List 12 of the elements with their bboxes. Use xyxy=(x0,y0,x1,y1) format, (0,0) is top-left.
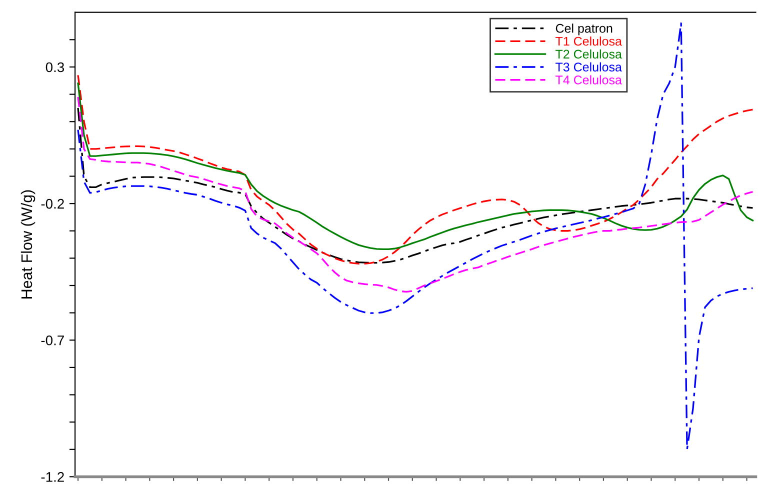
y-tick-label: 0.3 xyxy=(46,62,64,72)
y-tick-label: -0.2 xyxy=(41,198,64,209)
y-axis-title: Heat Flow (W/g) xyxy=(20,190,36,298)
legend-label: T3 Celulosa xyxy=(556,62,622,72)
legend-label: T4 Celulosa xyxy=(556,75,622,84)
legend-label: T1 Celulosa xyxy=(556,36,622,46)
line-series xyxy=(77,96,754,293)
line-series xyxy=(77,22,754,450)
legend-label: T2 Celulosa xyxy=(556,49,622,59)
legend-label: Cel patron xyxy=(556,24,612,36)
y-tick-label: -1.2 xyxy=(41,472,64,482)
y-tick-label: -0.7 xyxy=(41,335,64,346)
